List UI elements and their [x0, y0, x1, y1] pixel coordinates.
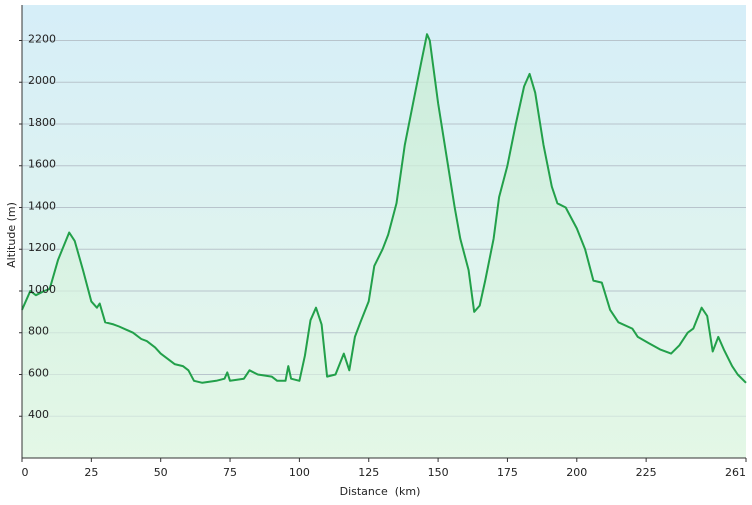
- x-tick-label: 100: [289, 466, 310, 479]
- x-tick-label: 125: [358, 466, 379, 479]
- x-tick-label: 200: [566, 466, 587, 479]
- x-tick-label: 225: [636, 466, 657, 479]
- y-tick-label: 800: [28, 325, 49, 338]
- x-tick-label: 25: [84, 466, 98, 479]
- x-tick-label: 75: [223, 466, 237, 479]
- y-tick-label: 1200: [28, 241, 56, 254]
- y-tick-label: 1000: [28, 283, 56, 296]
- x-tick-label: 261: [725, 466, 746, 479]
- y-tick-label: 1800: [28, 116, 56, 129]
- x-axis-label: Distance (km): [340, 485, 421, 498]
- y-axis-label: Altitude (m): [5, 202, 18, 268]
- x-tick-label: 175: [497, 466, 518, 479]
- y-tick-label: 1400: [28, 199, 56, 212]
- x-tick-label: 0: [22, 466, 29, 479]
- y-tick-label: 400: [28, 408, 49, 421]
- y-tick-label: 2200: [28, 32, 56, 45]
- y-tick-label: 600: [28, 366, 49, 379]
- x-tick-label: 50: [154, 466, 168, 479]
- profile-line: [21, 33, 747, 384]
- y-tick-label: 2000: [28, 74, 56, 87]
- y-tick-label: 1600: [28, 158, 56, 171]
- x-tick-label: 150: [428, 466, 449, 479]
